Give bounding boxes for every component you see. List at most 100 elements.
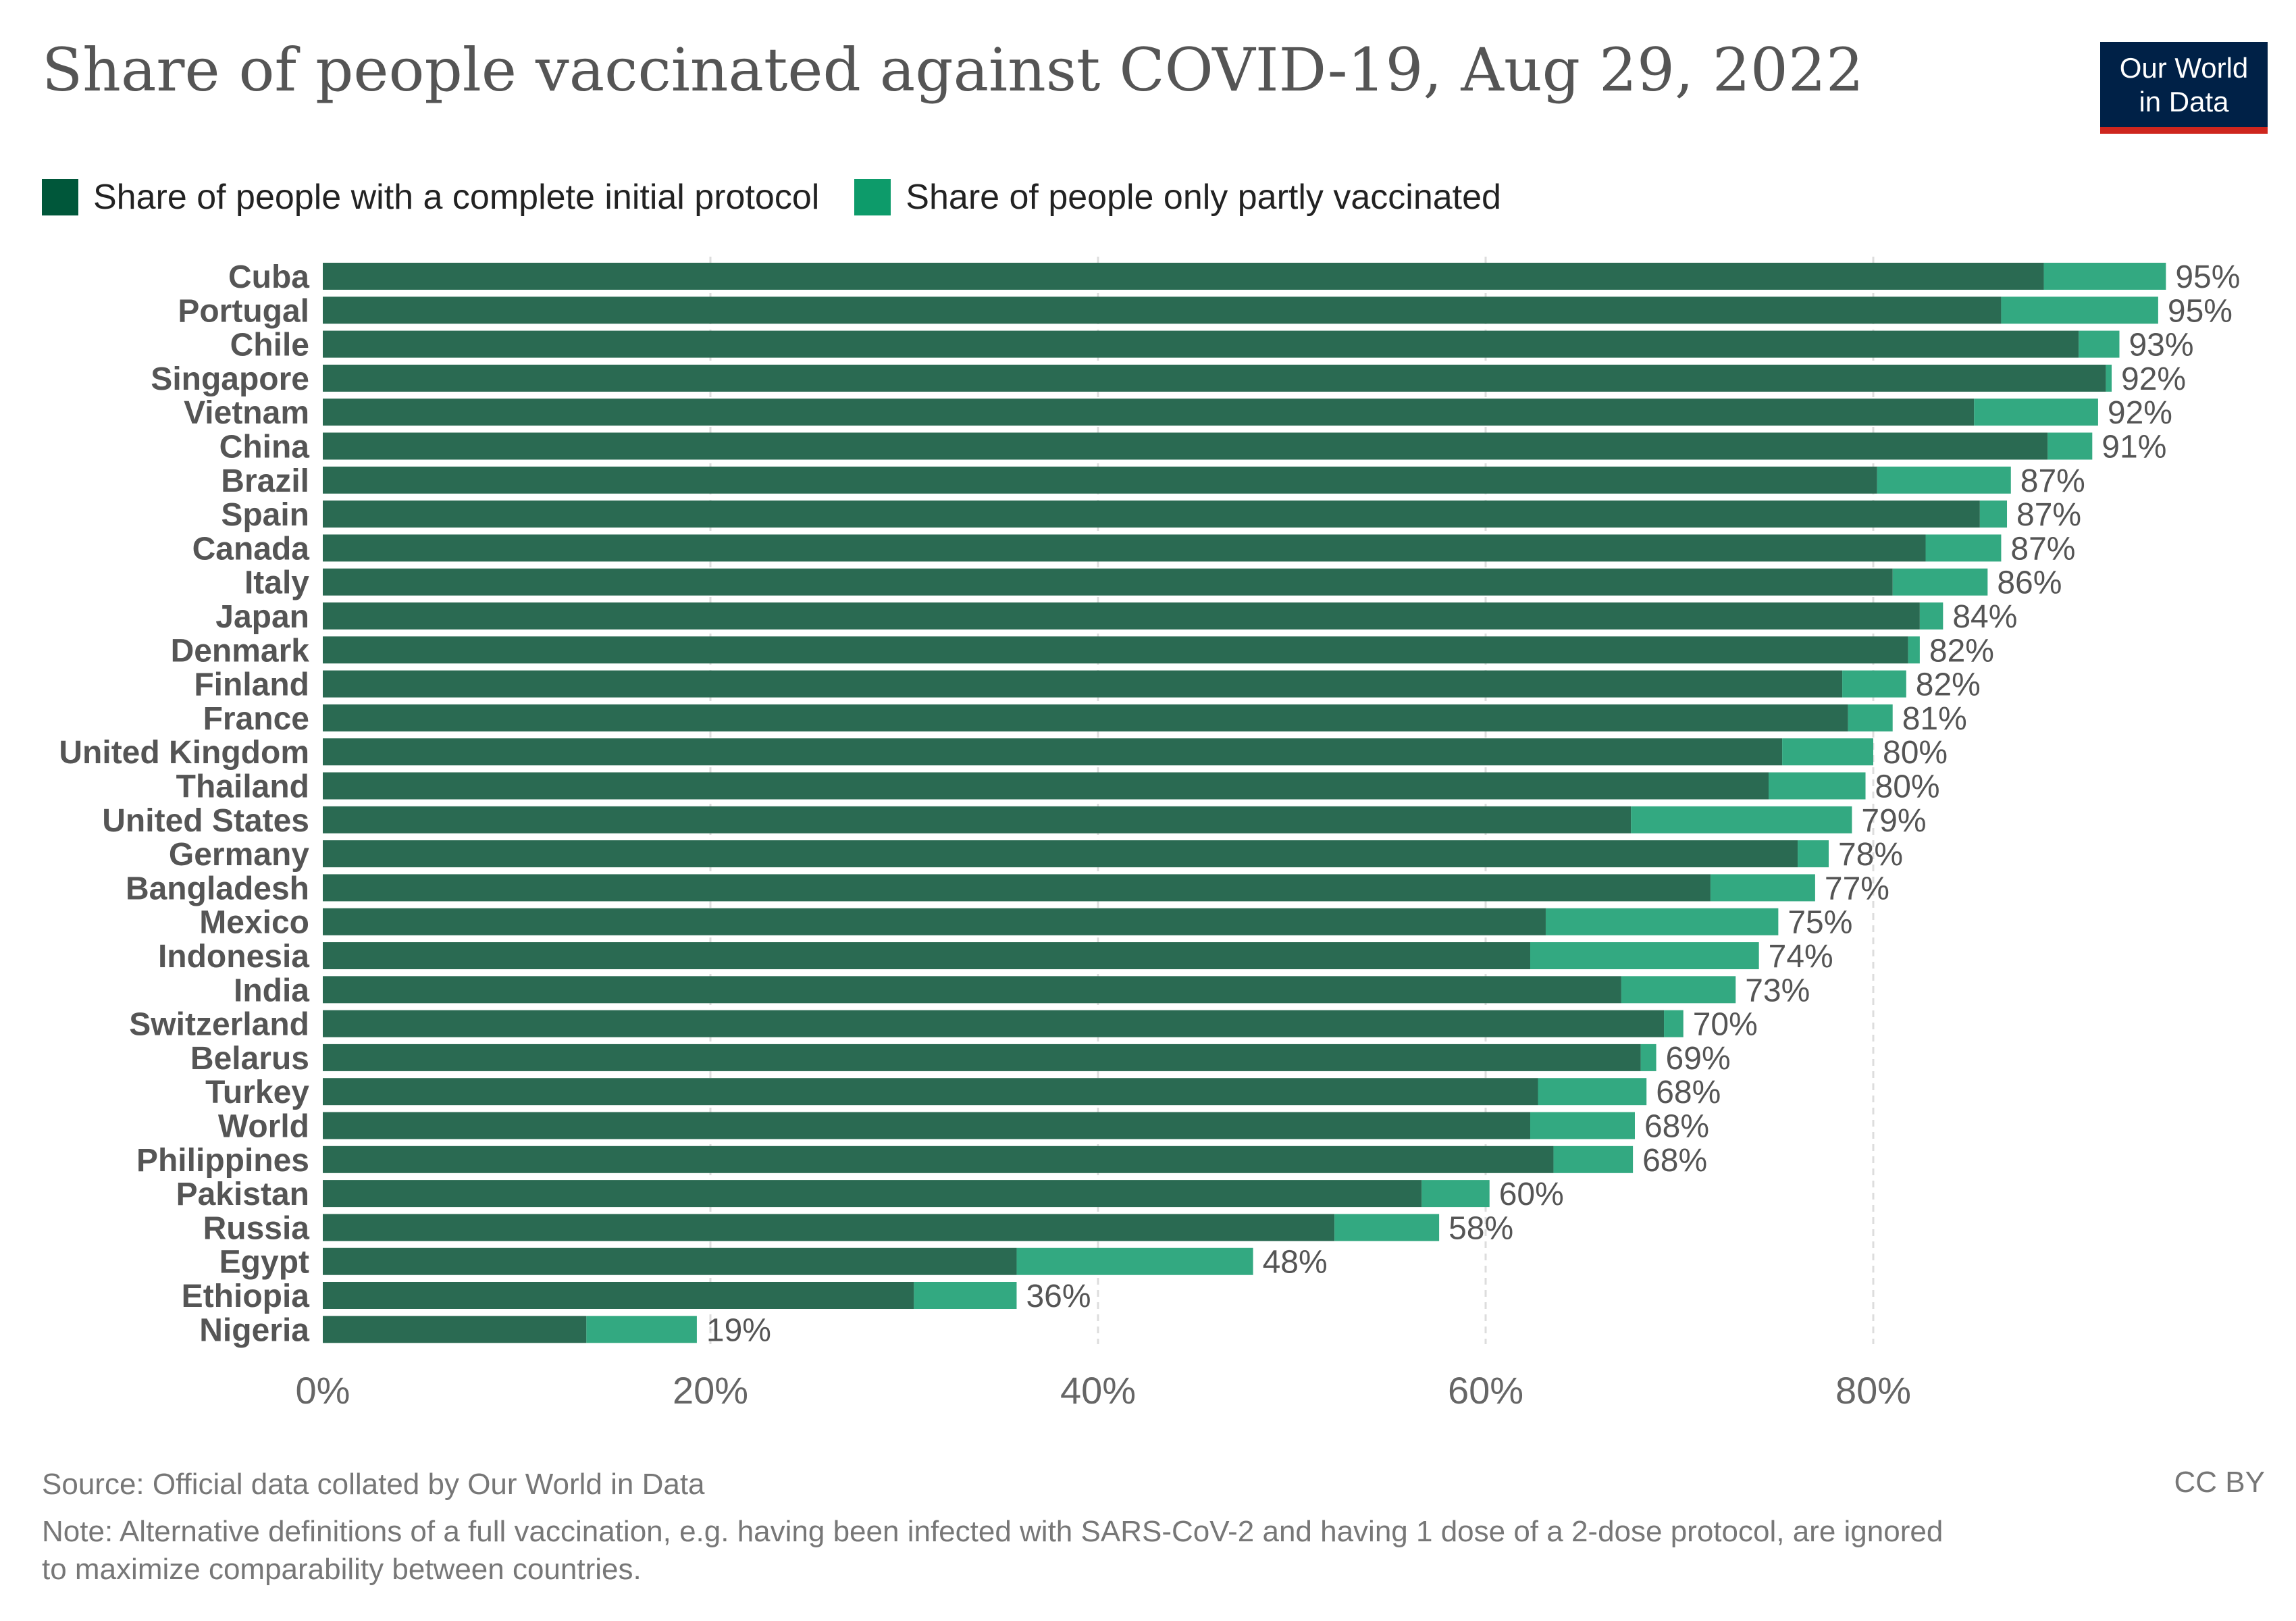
license-label[interactable]: CC BY	[2174, 1466, 2265, 1499]
legend-item-partial[interactable]: Share of people only partly vaccinated	[854, 177, 1501, 217]
bar-partial	[914, 1282, 1017, 1309]
bar-partial	[1621, 976, 1736, 1004]
bar-complete	[323, 1078, 1538, 1106]
bar-complete	[323, 568, 1893, 596]
data-label: 87%	[2016, 497, 2081, 533]
bar-chart: 0% 20% 40% 60% 80% Cuba 95% Portugal 95% Chile 93%…	[59, 257, 2240, 1412]
legend-label-partial: Share of people only partly vaccinated	[906, 178, 1501, 217]
category-label: Cuba	[228, 259, 309, 295]
bar-complete	[323, 670, 1843, 698]
bar-complete	[323, 1180, 1422, 1208]
category-label: United States	[102, 803, 309, 839]
category-label: Vietnam	[184, 395, 309, 431]
category-label: Singapore	[151, 361, 309, 397]
footnote: Note: Alternative definitions of a full …	[42, 1513, 1943, 1589]
bar-partial	[1640, 1044, 1656, 1071]
bar-partial	[2079, 330, 2120, 358]
legend-item-complete[interactable]: Share of people with a complete initial …	[42, 177, 819, 217]
bar-complete	[323, 330, 2079, 358]
data-label: 68%	[1644, 1109, 1709, 1145]
data-label: 69%	[1666, 1041, 1731, 1077]
bar-partial	[1782, 738, 1873, 766]
bar-complete	[323, 976, 1621, 1004]
source-note: Source: Official data collated by Our Wo…	[42, 1468, 705, 1501]
bar-partial	[1842, 670, 1906, 698]
bar-complete	[323, 874, 1711, 902]
data-label: 82%	[1916, 667, 1981, 703]
bar-partial	[2106, 364, 2112, 392]
bar-complete	[323, 534, 1926, 562]
x-tick-label: 20%	[673, 1369, 748, 1412]
data-label: 91%	[2102, 430, 2166, 465]
bar-complete	[323, 772, 1769, 800]
data-label: 87%	[2020, 463, 2085, 499]
data-label: 92%	[2121, 361, 2186, 397]
bar-partial	[1538, 1078, 1647, 1106]
category-label: World	[218, 1109, 309, 1145]
bar-partial	[2043, 263, 2166, 290]
bar-partial	[1545, 908, 1779, 935]
bar-complete	[323, 364, 2106, 392]
data-label: 78%	[1838, 837, 1903, 873]
x-tick-label: 60%	[1448, 1369, 1523, 1412]
bar-partial	[1421, 1180, 1490, 1208]
data-label: 75%	[1788, 905, 1852, 941]
category-label: Portugal	[178, 293, 309, 329]
bar-complete	[323, 432, 2048, 460]
category-label: Nigeria	[199, 1312, 309, 1348]
bar-complete	[323, 1146, 1554, 1173]
category-label: India	[234, 973, 309, 1008]
category-label: Turkey	[205, 1075, 309, 1110]
category-label: Russia	[203, 1210, 310, 1246]
bar-complete	[323, 1010, 1665, 1037]
category-label: Philippines	[136, 1143, 309, 1179]
bar-partial	[1925, 534, 2002, 562]
category-label: Spain	[221, 497, 309, 533]
data-label: 84%	[1952, 599, 2017, 635]
category-label: France	[203, 701, 309, 737]
category-label: Mexico	[199, 905, 309, 941]
category-label: Belarus	[190, 1041, 309, 1077]
owid-logo[interactable]: Our World in Data	[2100, 42, 2268, 134]
bar-partial	[1553, 1146, 1634, 1173]
bar-partial	[2001, 297, 2158, 324]
bar-partial	[1848, 704, 1893, 731]
data-label: 95%	[2175, 259, 2240, 295]
bar-partial	[1919, 602, 1943, 629]
category-label: Brazil	[221, 463, 309, 499]
data-label: 80%	[1875, 769, 1940, 805]
data-label: 86%	[1997, 565, 2062, 601]
legend-swatch-complete	[42, 179, 78, 215]
bar-partial	[1334, 1214, 1440, 1241]
bar-complete	[323, 840, 1798, 868]
data-label: 19%	[706, 1312, 771, 1348]
bar-partial	[2047, 432, 2093, 460]
bar-complete	[323, 704, 1848, 731]
bar-complete	[323, 1316, 587, 1343]
data-label: 82%	[1929, 633, 1994, 669]
data-label: 74%	[1769, 939, 1833, 975]
category-label: Ethiopia	[182, 1279, 310, 1314]
logo-line-2: in Data	[2139, 86, 2229, 118]
legend-label-complete: Share of people with a complete initial …	[93, 178, 820, 217]
bar-complete	[323, 466, 1877, 494]
category-label: Thailand	[176, 769, 309, 805]
data-label: 95%	[2168, 293, 2233, 329]
data-label: 92%	[2108, 395, 2172, 431]
data-label: 77%	[1825, 871, 1889, 906]
category-label: Canada	[192, 531, 310, 567]
bar-complete	[323, 806, 1632, 833]
bar-complete	[323, 500, 1980, 528]
footnote-line-1: Note: Alternative definitions of a full …	[42, 1515, 1943, 1548]
bar-partial	[1892, 568, 1988, 596]
legend: Share of people with a complete initial …	[42, 177, 1536, 217]
category-label: Bangladesh	[126, 871, 309, 906]
chart-title: Share of people vaccinated against COVID…	[42, 35, 1864, 105]
bar-partial	[1877, 466, 2011, 494]
category-label: Switzerland	[129, 1007, 309, 1043]
data-label: 80%	[1883, 735, 1948, 771]
bar-partial	[1798, 840, 1829, 868]
category-label: Egypt	[219, 1245, 309, 1281]
bar-complete	[323, 1247, 1017, 1275]
data-label: 68%	[1642, 1143, 1707, 1179]
